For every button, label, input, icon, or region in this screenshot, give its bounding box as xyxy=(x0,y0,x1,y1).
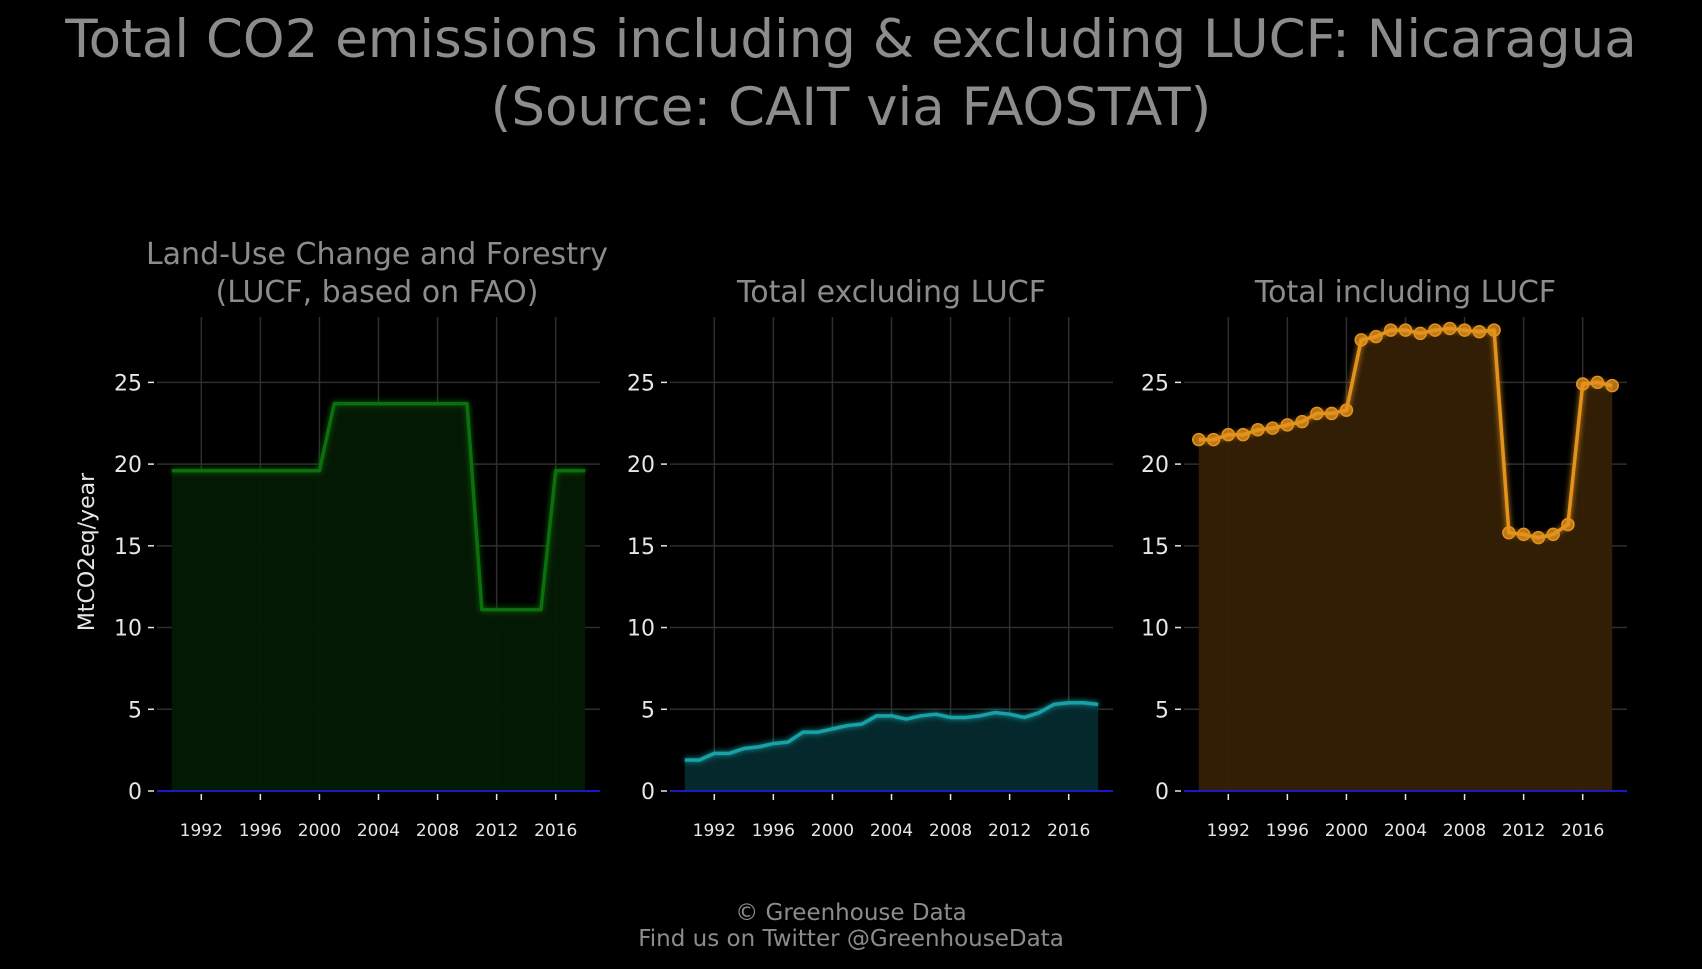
panel-incl-ytick-label-15: 15 xyxy=(1141,535,1169,560)
panel-lucf-xtick-label-1992: 1992 xyxy=(180,821,223,841)
panel-incl-area-fill xyxy=(1198,328,1613,791)
panel-incl-ytick-label-25: 25 xyxy=(1141,371,1169,396)
footer-copyright: © Greenhouse Data xyxy=(735,900,967,926)
panel-incl-point-1998 xyxy=(1310,406,1324,421)
panel-excl-xtick-label-2016: 2016 xyxy=(1047,821,1090,841)
panel-lucf-ytick-label-25: 25 xyxy=(114,371,142,396)
panel-incl-point-1992 xyxy=(1221,427,1236,442)
panel-lucf-xtick-label-2012: 2012 xyxy=(475,821,518,841)
panel-lucf-ytick-label-5: 5 xyxy=(128,698,142,723)
main-title-line-1: Total CO2 emissions including & excludin… xyxy=(65,9,1637,70)
panel-incl-point-2013 xyxy=(1531,530,1546,545)
panel-incl-point-1996 xyxy=(1280,418,1295,432)
panel-incl-ytick-label-5: 5 xyxy=(1155,698,1169,723)
panel-incl-point-2014 xyxy=(1546,527,1560,542)
panel-incl-point-1990 xyxy=(1192,432,1206,447)
panel-lucf-xtick-label-2000: 2000 xyxy=(298,821,341,841)
panel-incl-point-2007 xyxy=(1443,321,1457,336)
panel-incl-ytick-label-0: 0 xyxy=(1155,780,1169,805)
footer-credit: © Greenhouse Data Find us on Twitter @Gr… xyxy=(0,900,1702,952)
panel-excl-ytick-label-15: 15 xyxy=(627,535,655,560)
panel-incl-ytick-label-10: 10 xyxy=(1141,617,1169,642)
panel-incl-point-2010 xyxy=(1487,323,1501,337)
panel-lucf-ytick-label-15: 15 xyxy=(114,535,142,560)
panel-incl-point-2008 xyxy=(1457,323,1472,337)
panel-lucf-title-line-1: Land-Use Change and Forestry xyxy=(146,237,608,272)
panel-incl-point-2015 xyxy=(1561,517,1575,532)
panel-excl-xtick-label-1996: 1996 xyxy=(752,821,795,841)
panel-incl-point-2006 xyxy=(1428,323,1442,337)
panel-lucf-ytick-label-20: 20 xyxy=(114,453,142,478)
panel-incl-point-1991 xyxy=(1206,432,1221,447)
panel-excl-ytick-label-5: 5 xyxy=(641,698,655,723)
panel-lucf-ytick-label-10: 10 xyxy=(114,617,142,642)
panel-lucf-xtick-label-2016: 2016 xyxy=(534,821,577,841)
panel-incl-xtick-label-1992: 1992 xyxy=(1207,821,1250,841)
panel-excl-title-line-1: Total excluding LUCF xyxy=(736,275,1046,310)
panel-incl-xtick-label-2012: 2012 xyxy=(1502,821,1545,841)
panel-lucf-ylabel: MtCO2eq/year xyxy=(75,472,100,631)
panel-incl-xtick-label-2000: 2000 xyxy=(1325,821,1368,841)
panel-incl-xtick-label-2004: 2004 xyxy=(1384,821,1427,841)
panel-incl-point-2001 xyxy=(1354,333,1368,347)
panel-excl-xtick-label-2000: 2000 xyxy=(811,821,854,841)
panel-incl-point-1994 xyxy=(1251,423,1265,437)
panel-excl-xtick-label-2008: 2008 xyxy=(929,821,972,841)
panel-excl-xtick-label-2012: 2012 xyxy=(988,821,1031,841)
panel-excl-ytick-label-10: 10 xyxy=(627,617,655,642)
panel-lucf-xtick-label-1996: 1996 xyxy=(239,821,282,841)
panel-incl-point-1993 xyxy=(1236,427,1250,442)
panel-incl-point-2011 xyxy=(1502,526,1516,540)
panel-lucf-xtick-label-2008: 2008 xyxy=(416,821,459,841)
panel-incl-point-2018 xyxy=(1605,378,1619,393)
panel-lucf-xtick-label-2004: 2004 xyxy=(357,821,400,841)
panel-incl-title-line-1: Total including LUCF xyxy=(1254,275,1556,310)
panel-lucf-ytick-label-0: 0 xyxy=(128,780,142,805)
panel-incl-point-2000 xyxy=(1339,403,1354,417)
panel-excl-ytick-label-25: 25 xyxy=(627,371,655,396)
panel-lucf-area-fill xyxy=(171,403,586,791)
panel-excl-ytick-label-20: 20 xyxy=(627,453,655,478)
panel-excl-series-line xyxy=(684,700,1099,762)
panel-incl-xtick-label-1996: 1996 xyxy=(1266,821,1309,841)
panel-incl-point-2017 xyxy=(1590,375,1605,390)
panel-incl-point-1995 xyxy=(1265,421,1280,435)
panel-incl-point-2004 xyxy=(1398,323,1413,337)
footer-twitter: Find us on Twitter @GreenhouseData xyxy=(638,926,1064,952)
chart-main-title: Total CO2 emissions including & excludin… xyxy=(0,6,1702,142)
panel-incl-point-2016 xyxy=(1575,377,1590,391)
panel-lucf-series-line xyxy=(171,401,586,612)
panel-lucf-title-line-2: (LUCF, based on FAO) xyxy=(216,275,539,310)
panel-incl-point-1999 xyxy=(1324,406,1339,421)
main-title-line-2: (Source: CAIT via FAOSTAT) xyxy=(490,77,1212,138)
panel-incl-point-1997 xyxy=(1295,414,1309,429)
panel-incl-point-2005 xyxy=(1413,326,1428,341)
panel-incl-xtick-label-2008: 2008 xyxy=(1443,821,1486,841)
panel-incl-xtick-label-2016: 2016 xyxy=(1561,821,1604,841)
panel-excl-ytick-label-0: 0 xyxy=(641,780,655,805)
panel-excl-xtick-label-1992: 1992 xyxy=(693,821,736,841)
panel-incl-ytick-label-20: 20 xyxy=(1141,453,1169,478)
panel-incl-point-2002 xyxy=(1369,329,1383,344)
panel-incl-point-2009 xyxy=(1472,324,1487,339)
panel-incl-point-2012 xyxy=(1516,527,1531,542)
panel-excl-xtick-label-2004: 2004 xyxy=(870,821,913,841)
panel-incl-point-2003 xyxy=(1383,323,1398,337)
panel-excl-area-fill xyxy=(684,702,1099,791)
